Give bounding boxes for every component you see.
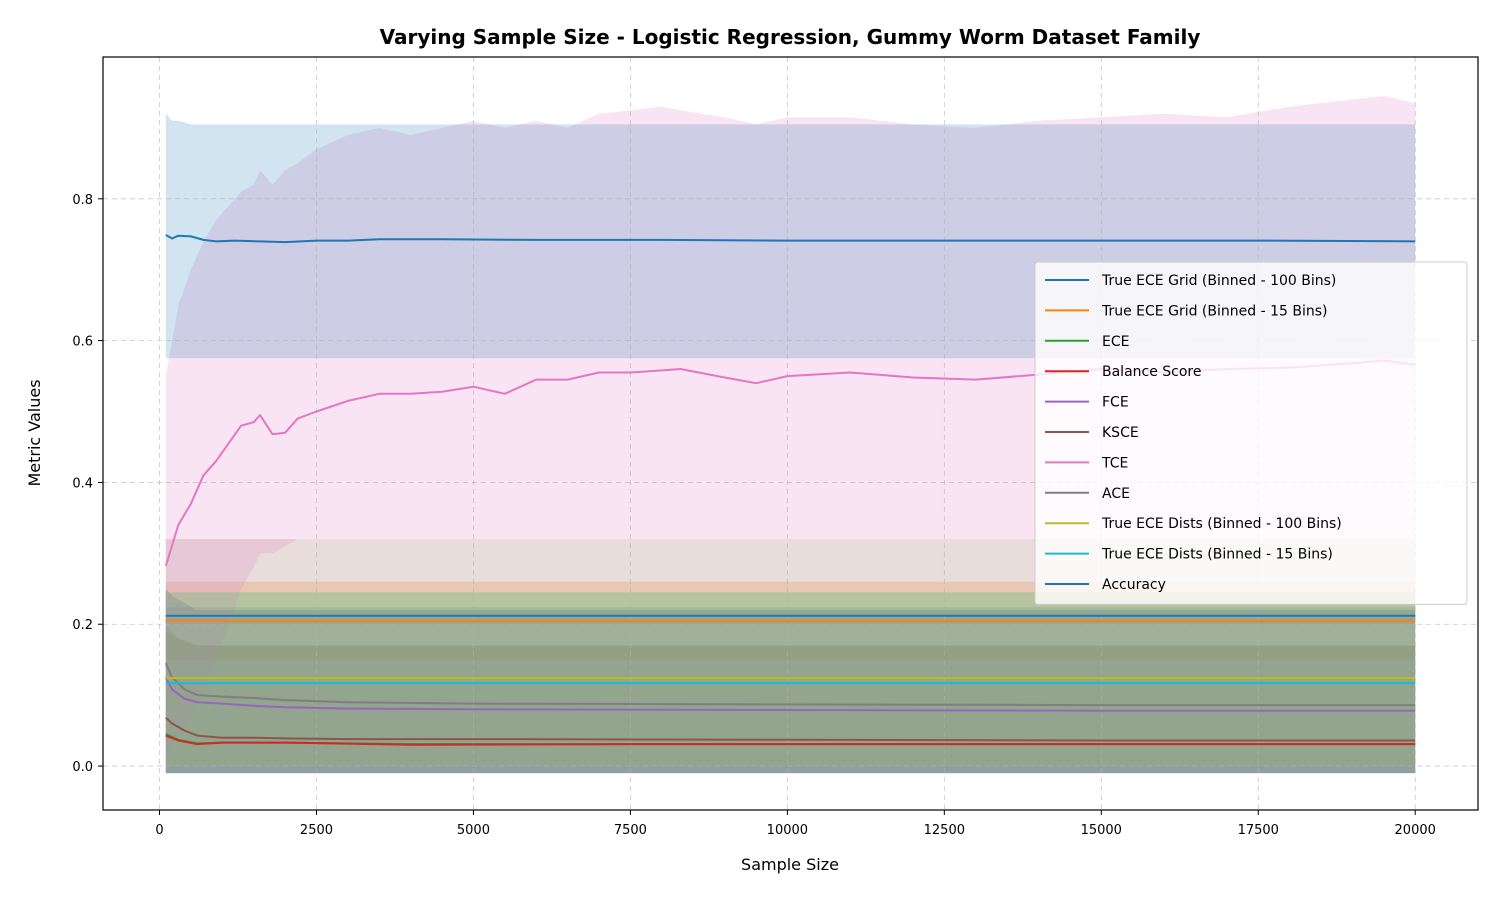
y-tick-label-1: 0.0 — [72, 760, 93, 775]
x-tick-label-8: 17500 — [1238, 823, 1279, 838]
plot-frame — [102, 56, 1479, 811]
legend-label-1: True ECE Grid (Binned - 100 Bins) — [1101, 273, 1336, 289]
y-tick-label-5: 0.8 — [72, 193, 93, 208]
legend-label-11: Accuracy — [1102, 577, 1166, 593]
line-series-8 — [164, 662, 1416, 707]
band-series-4 — [165, 631, 1416, 774]
legend-label-4: Balance Score — [1102, 364, 1202, 380]
legend-label-3: ECE — [1102, 334, 1129, 350]
band-series-5 — [165, 588, 1416, 774]
y-axis-label: Metric Values — [25, 379, 44, 486]
legend-label-5: FCE — [1102, 395, 1129, 411]
line-series-5 — [164, 676, 1416, 712]
band-series-8 — [165, 588, 1416, 774]
y-axis: 0.0 0.2 0.4 0.6 0.8 — [72, 193, 103, 775]
legend-label-8: ACE — [1102, 486, 1130, 502]
y-tick-label-2: 0.2 — [72, 618, 93, 633]
line-series-4 — [165, 734, 1416, 746]
legend-label-9: True ECE Dists (Binned - 100 Bins) — [1101, 516, 1342, 532]
legend-label-2: True ECE Grid (Binned - 15 Bins) — [1101, 303, 1327, 319]
y-tick-label-3: 0.4 — [72, 476, 93, 491]
line-series-6 — [165, 717, 1416, 742]
x-tick-label-5: 10000 — [767, 823, 808, 838]
x-tick-label-1: 0 — [155, 823, 163, 838]
legend-label-6: KSCE — [1102, 425, 1139, 441]
legend: True ECE Grid (Binned - 100 Bins) True EC… — [1034, 261, 1468, 605]
x-tick-label-2: 2500 — [300, 823, 333, 838]
band-series-3 — [165, 624, 1416, 774]
x-tick-label-4: 7500 — [614, 823, 647, 838]
x-tick-label-3: 5000 — [457, 823, 490, 838]
x-tick-label-9: 20000 — [1395, 823, 1436, 838]
x-tick-label-7: 15000 — [1081, 823, 1122, 838]
legend-box — [1034, 261, 1468, 605]
chart-title: Varying Sample Size - Logistic Regressio… — [380, 25, 1201, 49]
band-series-9 — [165, 592, 1416, 766]
y-tick-label-4: 0.6 — [72, 335, 93, 350]
x-tick-label-6: 12500 — [924, 823, 965, 838]
line-series-11 — [165, 234, 1416, 244]
x-axis-label: Sample Size — [741, 855, 839, 874]
x-axis: 0 2500 5000 7500 10000 12500 15000 17500 20000 — [155, 810, 1436, 838]
legend-label-7: TCE — [1101, 455, 1128, 471]
legend-label-10: True ECE Dists (Binned - 15 Bins) — [1101, 547, 1333, 563]
